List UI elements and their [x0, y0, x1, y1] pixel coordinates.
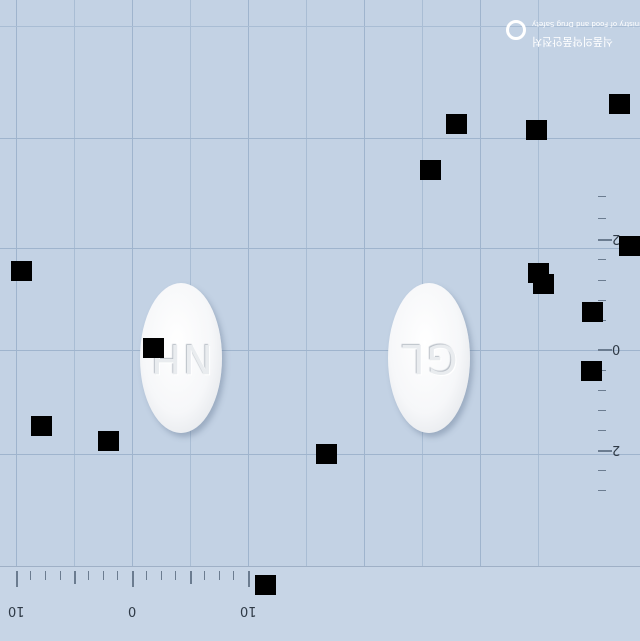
ruler-label: 2	[612, 442, 621, 457]
agency-logo-icon	[506, 20, 526, 40]
redaction-square	[446, 114, 467, 134]
ruler-label: 0	[612, 341, 621, 356]
grid-line	[132, 0, 133, 640]
logo-text-english: Ministry of Food and Drug Safety	[532, 20, 640, 28]
redaction-square	[143, 338, 164, 358]
redaction-square	[98, 431, 119, 451]
redaction-square	[582, 302, 603, 322]
grid-line	[248, 0, 249, 640]
ruler-right: 2 0 2	[598, 0, 640, 566]
redaction-square	[255, 575, 276, 595]
grid-line	[480, 0, 481, 640]
redaction-square	[533, 274, 554, 294]
pill-left-imprint: NH	[149, 335, 213, 381]
grid-line	[538, 0, 539, 640]
ruler-label: 0	[128, 603, 137, 618]
pill-right-imprint: GL	[400, 335, 458, 381]
redaction-square	[11, 261, 32, 281]
logo-text-korean: 식품의약품안전처	[532, 35, 613, 48]
redaction-square	[619, 236, 640, 256]
grid-line	[364, 0, 365, 640]
pill-right: GL	[388, 283, 470, 433]
grid-line	[0, 26, 640, 27]
redaction-square	[316, 444, 337, 464]
redaction-square	[420, 160, 441, 180]
redaction-square	[31, 416, 52, 436]
ruler-bottom: 10 0 10	[0, 566, 640, 641]
redaction-square	[581, 361, 602, 381]
grid-line	[0, 248, 640, 249]
redaction-square	[609, 94, 630, 114]
pill-left: NH	[140, 283, 222, 433]
grid-line	[0, 350, 640, 351]
grid-line	[0, 138, 640, 139]
grid-line	[306, 0, 307, 640]
grid-line	[74, 0, 75, 640]
agency-logo: Ministry of Food and Drug Safety 식품의약품안전…	[506, 18, 640, 58]
redaction-square	[526, 120, 547, 140]
ruler-label: 10	[8, 603, 25, 618]
grid-line	[16, 0, 17, 640]
ruler-label: 10	[240, 603, 257, 618]
